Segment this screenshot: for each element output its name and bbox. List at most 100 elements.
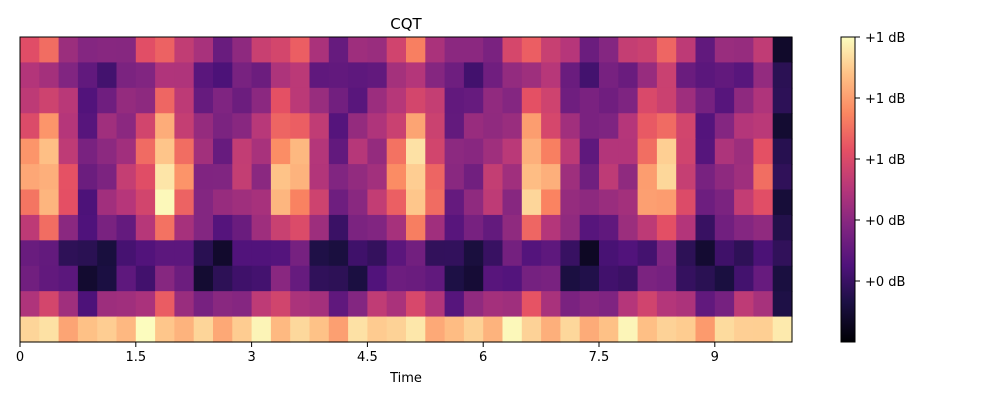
heatmap-cell bbox=[502, 265, 523, 292]
heatmap-cell bbox=[290, 138, 311, 165]
heatmap-cell bbox=[541, 138, 561, 165]
heatmap-cell bbox=[521, 138, 542, 165]
heatmap-cell bbox=[579, 164, 600, 191]
heatmap-cell bbox=[714, 189, 735, 216]
heatmap-cell bbox=[753, 62, 774, 89]
heatmap-cell bbox=[20, 240, 40, 267]
heatmap-cell bbox=[463, 87, 484, 114]
heatmap-cell bbox=[328, 87, 349, 114]
heatmap-cell bbox=[213, 316, 233, 343]
heatmap-cell bbox=[579, 240, 600, 267]
heatmap-cell bbox=[20, 164, 40, 191]
x-axis: 0 1.5 3 4.5 6 7.5 9 bbox=[16, 342, 719, 365]
x-tick-label: 6 bbox=[479, 350, 487, 365]
heatmap-cell bbox=[772, 87, 793, 114]
heatmap-cell bbox=[444, 164, 465, 191]
heatmap-cell bbox=[483, 113, 504, 140]
heatmap-cell bbox=[734, 113, 754, 140]
heatmap-cell bbox=[618, 37, 639, 64]
heatmap-cell bbox=[425, 138, 446, 165]
colorbar-tick-label: +1 dB bbox=[865, 153, 905, 168]
heatmap-cell bbox=[39, 164, 60, 191]
heatmap-cell bbox=[637, 164, 658, 191]
heatmap-cell bbox=[753, 240, 774, 267]
heatmap-cell bbox=[232, 37, 253, 64]
heatmap-cell bbox=[483, 164, 504, 191]
heatmap-cell bbox=[695, 265, 716, 292]
heatmap-cell bbox=[637, 113, 658, 140]
heatmap-cell bbox=[386, 87, 407, 114]
heatmap-cell bbox=[309, 138, 330, 165]
heatmap-cell bbox=[328, 291, 349, 318]
heatmap-cell bbox=[77, 189, 98, 216]
heatmap-cell bbox=[637, 189, 658, 216]
heatmap-cell bbox=[348, 138, 368, 165]
heatmap-cell bbox=[232, 87, 253, 114]
heatmap-cell bbox=[155, 189, 175, 216]
heatmap-cell bbox=[425, 164, 446, 191]
heatmap-cell bbox=[251, 265, 272, 292]
heatmap-cell bbox=[425, 113, 446, 140]
heatmap-cell bbox=[386, 62, 407, 89]
heatmap-cell bbox=[58, 214, 79, 241]
heatmap-cell bbox=[77, 62, 98, 89]
heatmap-cell bbox=[58, 164, 79, 191]
heatmap-cell bbox=[232, 189, 253, 216]
heatmap-cell bbox=[270, 214, 291, 241]
heatmap-cell bbox=[734, 164, 754, 191]
heatmap-cell bbox=[97, 62, 118, 89]
heatmap-cell bbox=[251, 189, 272, 216]
heatmap-cell bbox=[753, 164, 774, 191]
colorbar-tick-label: +0 dB bbox=[865, 275, 905, 290]
heatmap-cell bbox=[367, 240, 388, 267]
heatmap-cell bbox=[695, 214, 716, 241]
heatmap-cell bbox=[579, 316, 600, 343]
heatmap-cell bbox=[714, 164, 735, 191]
heatmap-cell bbox=[579, 37, 600, 64]
heatmap-cell bbox=[772, 62, 793, 89]
heatmap-cell bbox=[155, 113, 175, 140]
heatmap-cell bbox=[251, 62, 272, 89]
heatmap-cell bbox=[58, 138, 79, 165]
heatmap-cell bbox=[714, 316, 735, 343]
heatmap-cell bbox=[367, 189, 388, 216]
heatmap-cell bbox=[386, 316, 407, 343]
heatmap-cell bbox=[483, 265, 504, 292]
heatmap-cell bbox=[560, 164, 581, 191]
heatmap-cell bbox=[155, 87, 175, 114]
heatmap-cell bbox=[328, 164, 349, 191]
heatmap-cell bbox=[753, 138, 774, 165]
heatmap-cell bbox=[444, 265, 465, 292]
heatmap-cell bbox=[213, 291, 233, 318]
heatmap-cell bbox=[328, 214, 349, 241]
heatmap-cell bbox=[599, 189, 619, 216]
heatmap-cell bbox=[541, 316, 561, 343]
heatmap-cell bbox=[734, 138, 754, 165]
heatmap-cell bbox=[367, 138, 388, 165]
heatmap-cell bbox=[521, 62, 542, 89]
heatmap-cell bbox=[386, 138, 407, 165]
heatmap-cell bbox=[328, 189, 349, 216]
heatmap-cell bbox=[502, 138, 523, 165]
heatmap-cell bbox=[676, 138, 697, 165]
heatmap-cell bbox=[406, 62, 426, 89]
heatmap-cell bbox=[348, 214, 368, 241]
heatmap-cell bbox=[483, 37, 504, 64]
heatmap-cell bbox=[290, 291, 311, 318]
heatmap-cell bbox=[695, 291, 716, 318]
heatmap-cell bbox=[772, 113, 793, 140]
heatmap-cell bbox=[406, 265, 426, 292]
heatmap-cell bbox=[58, 62, 79, 89]
heatmap-cell bbox=[560, 214, 581, 241]
heatmap-cell bbox=[309, 37, 330, 64]
heatmap-cell bbox=[97, 265, 118, 292]
heatmap-cell bbox=[772, 214, 793, 241]
heatmap-cell bbox=[367, 37, 388, 64]
heatmap-cell bbox=[232, 240, 253, 267]
heatmap-cell bbox=[39, 316, 60, 343]
heatmap-cell bbox=[155, 240, 175, 267]
heatmap-cell bbox=[348, 62, 368, 89]
heatmap-cell bbox=[270, 240, 291, 267]
heatmap-cell bbox=[483, 87, 504, 114]
heatmap-cell bbox=[328, 37, 349, 64]
